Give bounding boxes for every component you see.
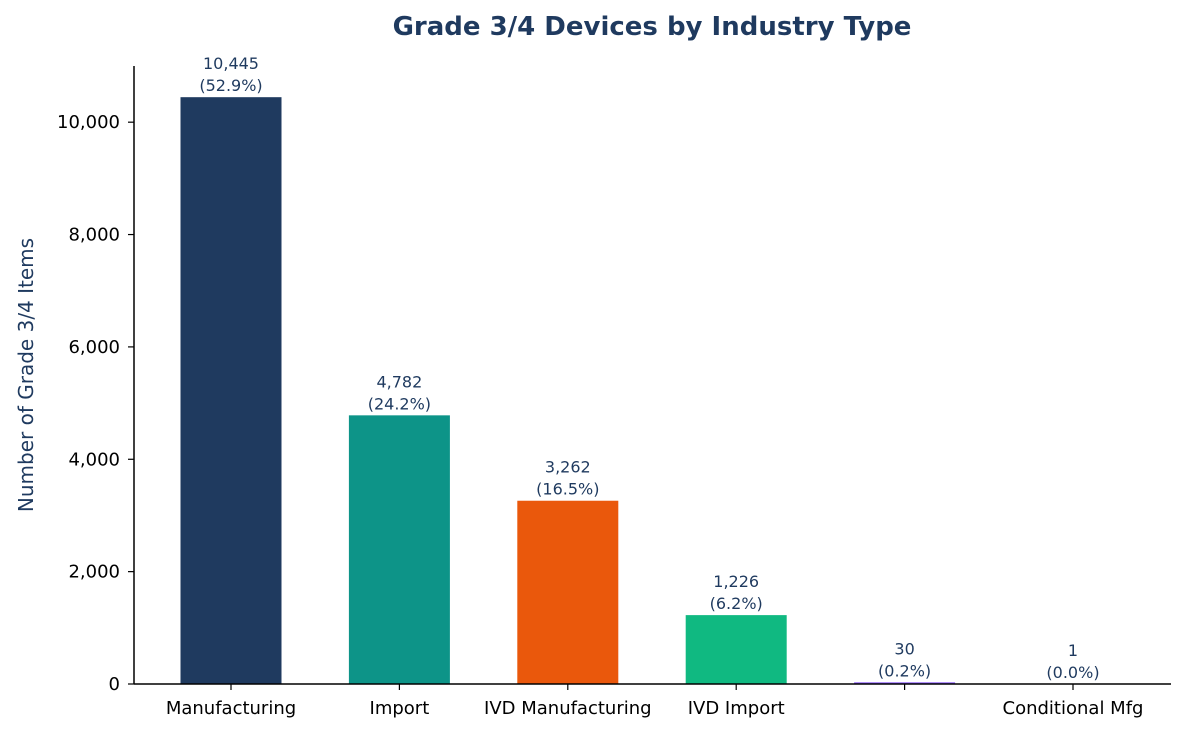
y-tick-label: 6,000 [68, 337, 120, 358]
data-label-percent: (24.2%) [368, 394, 431, 413]
data-labels-group: 10,445 (52.9%) 4,782 (24.2%) 3,262 (16.5%) 1,2… [199, 54, 1099, 682]
y-axis-ticks: 0 2,000 4,000 6,000 8,000 10,000 [57, 112, 134, 695]
data-label-value: 1 [1068, 641, 1078, 660]
y-axis-label: Number of Grade 3/4 Items [14, 238, 38, 512]
x-tick-label: Import [370, 698, 430, 719]
chart-title: Grade 3/4 Devices by Industry Type [393, 12, 912, 42]
bar [517, 500, 619, 684]
x-tick-label: IVD Import [688, 698, 785, 719]
data-label-value: 30 [894, 639, 914, 658]
bar [180, 97, 282, 684]
data-label-value: 4,782 [376, 372, 422, 391]
x-tick-label: Conditional Mfg [1003, 698, 1144, 719]
x-tick-label: Manufacturing [166, 698, 296, 719]
y-tick-label: 2,000 [68, 562, 120, 583]
x-axis-ticks: Manufacturing Import IVD Manufacturing IVD … [166, 684, 1144, 719]
y-tick-label: 4,000 [68, 449, 120, 470]
bars-group [180, 97, 1124, 684]
data-label-value: 10,445 [203, 54, 259, 73]
data-label-percent: (52.9%) [199, 76, 262, 95]
data-label-percent: (6.2%) [710, 594, 763, 613]
bar [854, 682, 956, 684]
data-label-value: 3,262 [545, 458, 591, 477]
bar [348, 415, 450, 684]
data-label-value: 1,226 [713, 572, 759, 591]
y-tick-label: 8,000 [68, 225, 120, 246]
bar [685, 615, 787, 684]
data-label-percent: (0.2%) [878, 661, 931, 680]
y-tick-label: 10,000 [57, 112, 120, 133]
y-tick-label: 0 [109, 674, 120, 695]
data-label-percent: (16.5%) [536, 480, 599, 499]
x-tick-label: IVD Manufacturing [484, 698, 652, 719]
data-label-percent: (0.0%) [1046, 663, 1099, 682]
